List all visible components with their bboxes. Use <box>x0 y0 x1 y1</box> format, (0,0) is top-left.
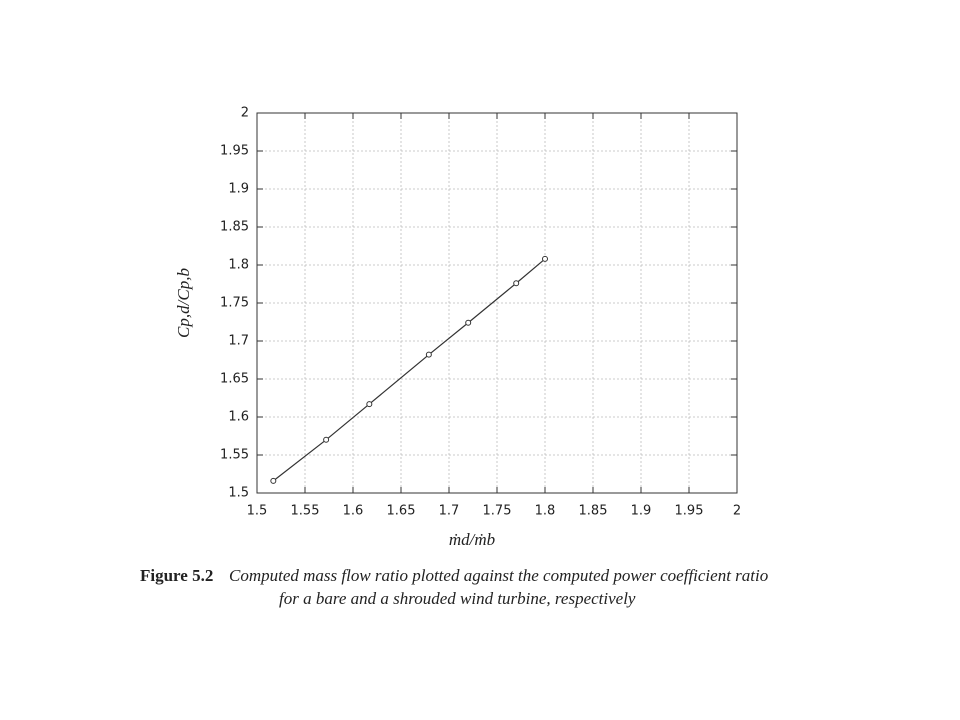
y-tick-label: 2 <box>241 106 249 121</box>
caption-text: Computed mass flow ratio plotted against… <box>229 566 768 585</box>
x-tick-label: 1.85 <box>579 504 608 519</box>
y-axis-label: Cp,d/Cp,b <box>174 268 193 338</box>
x-tick-label: 1.7 <box>439 504 460 519</box>
x-tick-label: 1.9 <box>631 504 652 519</box>
y-tick-label: 1.85 <box>220 220 249 235</box>
data-point <box>323 436 330 443</box>
x-axis-label: ṁd/ṁb <box>449 530 495 549</box>
x-tick-label: 1.8 <box>535 504 556 519</box>
y-tick-label: 1.55 <box>220 448 249 463</box>
x-tick-label: 1.6 <box>343 504 364 519</box>
data-point <box>270 477 277 484</box>
data-line <box>272 258 546 482</box>
y-tick-label: 1.95 <box>220 144 249 159</box>
plot-frame <box>256 112 738 494</box>
caption-label: Figure 5.2 <box>140 566 213 585</box>
x-tick-label: 1.55 <box>291 504 320 519</box>
y-tick-label: 1.5 <box>228 486 249 501</box>
data-point <box>465 319 472 326</box>
data-point <box>425 351 432 358</box>
x-tick-label: 1.95 <box>675 504 704 519</box>
y-tick-label: 1.65 <box>220 372 249 387</box>
x-tick-label: 1.65 <box>387 504 416 519</box>
data-point <box>366 401 373 408</box>
y-tick-label: 1.75 <box>220 296 249 311</box>
x-tick-label: 1.75 <box>483 504 512 519</box>
caption-text: for a bare and a shrouded wind turbine, … <box>279 589 636 608</box>
y-tick-label: 1.9 <box>228 182 249 197</box>
y-tick-label: 1.7 <box>228 334 249 349</box>
x-tick-label: 2 <box>733 504 741 519</box>
data-point <box>542 255 548 262</box>
y-tick-label: 1.6 <box>228 410 249 425</box>
y-tick-label: 1.8 <box>228 258 249 273</box>
data-point <box>513 280 520 287</box>
x-tick-label: 1.5 <box>247 504 268 519</box>
